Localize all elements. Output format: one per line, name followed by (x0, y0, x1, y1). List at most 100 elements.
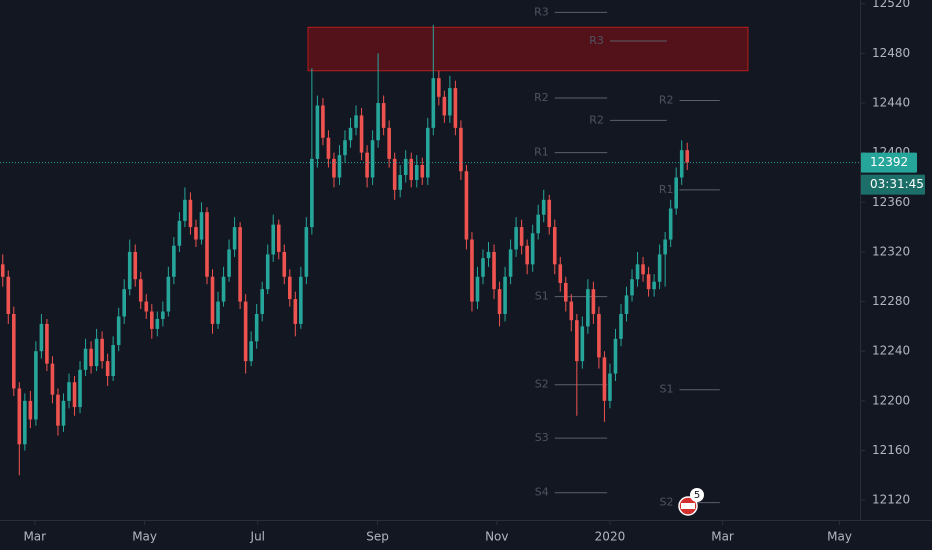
candle-body (403, 158, 408, 175)
candle-body (503, 276, 507, 314)
candle-body (116, 316, 121, 346)
candle-body (608, 373, 612, 401)
candle-body (470, 239, 474, 302)
x-tick-label: Jul (250, 530, 265, 544)
candle-body (674, 177, 678, 209)
candle-body (602, 357, 607, 401)
candle-body (199, 212, 204, 240)
candle-body (597, 313, 601, 358)
candle-body (83, 348, 88, 370)
x-tick-label: May (132, 530, 157, 544)
candle-body (425, 127, 430, 178)
candle-body (641, 264, 645, 275)
candle-body (663, 239, 667, 255)
candle-body (315, 105, 320, 159)
x-tick-label: Mar (23, 530, 46, 544)
candle-body (624, 295, 629, 314)
candle-body (558, 264, 563, 283)
candle-body (514, 227, 518, 250)
candle-body (11, 313, 16, 389)
candle-body (6, 276, 11, 314)
candle-body (177, 220, 182, 246)
candle-body (72, 382, 77, 408)
candle-body (127, 251, 132, 290)
candle-body (508, 249, 513, 277)
candle-body (299, 276, 303, 324)
candle-body (166, 276, 171, 312)
candle-body (221, 276, 226, 302)
candle-body (536, 214, 540, 234)
candle-body (569, 301, 574, 321)
candle-body (343, 140, 347, 156)
candle-body (122, 289, 126, 317)
y-tick-label: 12160 (872, 443, 910, 457)
candle-body (552, 227, 557, 265)
x-tick-label: Sep (366, 530, 389, 544)
candle-body (635, 264, 640, 280)
candle-body (326, 137, 331, 159)
candle-body (61, 400, 66, 426)
candle-body (45, 323, 49, 364)
candle-body (442, 96, 447, 116)
candle-body (249, 341, 253, 362)
candle-body (492, 251, 496, 290)
candle-body (580, 326, 585, 362)
candle-body (409, 158, 414, 180)
candle-body (563, 282, 568, 302)
candle-body (310, 158, 314, 228)
candle-body (453, 88, 458, 128)
candle-body (392, 158, 397, 190)
candle-body (437, 78, 441, 97)
candle-body (144, 301, 149, 312)
candle-body (78, 369, 82, 408)
candle-body (304, 227, 309, 277)
pivot-label: S3 (535, 431, 549, 444)
candle-body (238, 227, 242, 302)
pivot-label: S2 (535, 378, 549, 391)
candle-body (28, 400, 33, 420)
candle-body (475, 276, 480, 302)
y-tick-label: 12480 (872, 46, 910, 60)
y-tick-label: 12120 (872, 493, 910, 507)
candle-body (271, 224, 276, 255)
candle-body (282, 251, 287, 277)
candle-body (67, 382, 71, 401)
candle-body (260, 289, 264, 314)
candle-body (227, 249, 231, 277)
x-tick-label: May (827, 530, 852, 544)
candle-body (210, 276, 215, 324)
y-tick-label: 12520 (872, 0, 910, 10)
pivot-label: S1 (535, 290, 549, 303)
candle-body (668, 208, 673, 240)
y-tick-label: 12240 (872, 344, 910, 358)
candle-body (232, 227, 237, 250)
pivot-label: S4 (535, 486, 549, 499)
candle-body (652, 281, 656, 290)
x-tick-label: Nov (485, 530, 508, 544)
candle-body (591, 289, 596, 314)
countdown-box (861, 174, 925, 195)
candle-body (497, 289, 502, 314)
x-tick-label: Mar (711, 530, 734, 544)
candle-body (381, 103, 386, 128)
candle-body (486, 251, 491, 259)
candle-body (216, 301, 220, 324)
candle-body (685, 150, 690, 163)
candle-body (630, 279, 634, 296)
candle-body (105, 361, 110, 377)
y-tick-label: 12280 (872, 294, 910, 308)
y-tick-label: 12320 (872, 244, 910, 258)
candle-body (398, 174, 402, 190)
x-tick-label: 2020 (595, 530, 626, 544)
candle-body (111, 345, 115, 377)
pivot-label: R1 (534, 146, 549, 159)
candle-body (348, 127, 353, 141)
candle-body (657, 254, 662, 282)
candle-body (619, 313, 623, 339)
pivot-label: R3 (589, 34, 604, 47)
y-tick-label: 12200 (872, 393, 910, 407)
candle-body (387, 127, 391, 159)
resistance-zone (307, 26, 749, 72)
event-icon-flag (681, 503, 695, 509)
